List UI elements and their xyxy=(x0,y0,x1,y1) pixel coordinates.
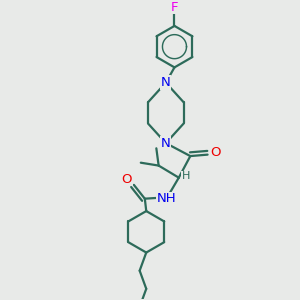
Text: N: N xyxy=(161,136,171,150)
Text: H: H xyxy=(182,171,190,181)
Text: O: O xyxy=(210,146,220,159)
Text: NH: NH xyxy=(157,192,176,205)
Text: O: O xyxy=(122,172,132,186)
Text: F: F xyxy=(171,1,178,14)
Text: N: N xyxy=(161,76,171,89)
